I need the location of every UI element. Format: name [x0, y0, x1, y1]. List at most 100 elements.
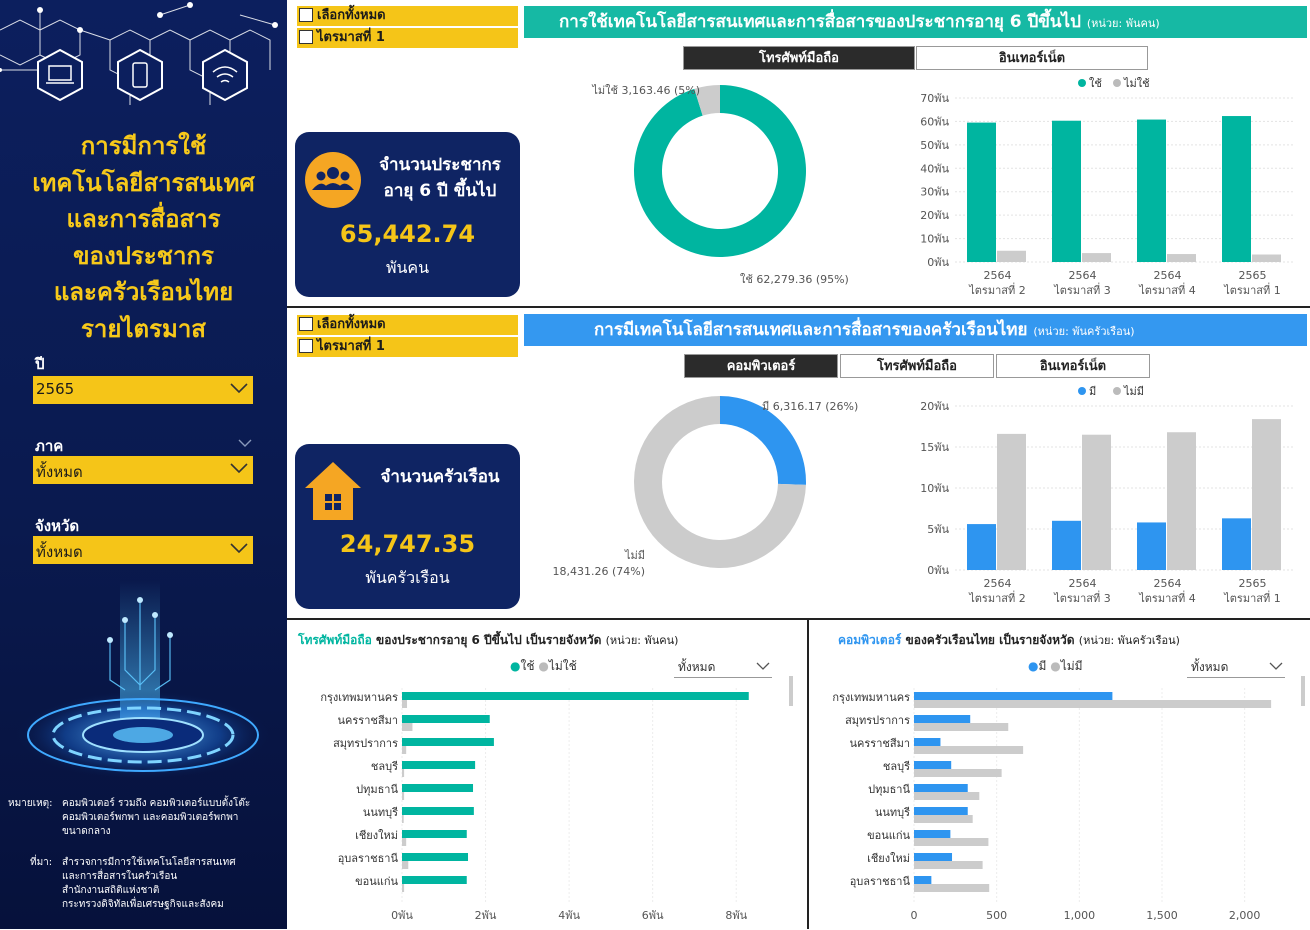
- select-all-checkbox[interactable]: เลือกทั้งหมด: [297, 6, 518, 26]
- computer-province-legend: ●มี ●ไม่มี: [1028, 657, 1083, 676]
- bar: [914, 784, 968, 792]
- computer-province-dropdown[interactable]: ทั้งหมด: [1187, 658, 1285, 678]
- bar: [967, 524, 996, 570]
- year-dropdown[interactable]: 2565: [33, 376, 253, 404]
- kpi-unit: พันครัวเรือน: [365, 568, 450, 587]
- bar: [1082, 434, 1111, 570]
- tab-internet[interactable]: อินเทอร์เน็ต: [916, 46, 1148, 70]
- legend-dot: [1078, 79, 1086, 87]
- x-tick-label: ไตรมาสที่ 2: [968, 282, 1025, 297]
- category-label: นครราชสีมา: [338, 714, 398, 727]
- note-line: คอมพิวเตอร์พกพา และคอมพิวเตอร์พกพา: [62, 812, 239, 823]
- computer-province-chart: 0 500 1,000 1,500 2,000 กรุงเทพมหานครสมุทรปรา…: [832, 688, 1272, 922]
- title-rest: ของครัวเรือนไทย เป็นรายจังหวัด: [905, 633, 1075, 647]
- tab-mobile[interactable]: โทรศัพท์มือถือ: [840, 354, 994, 378]
- x-tick-label: ไตรมาสที่ 4: [1138, 282, 1195, 297]
- mobile-province-legend: ●ใช้ ●ไม่ใช้: [510, 657, 577, 676]
- mobile-province-dropdown[interactable]: ทั้งหมด: [674, 658, 772, 678]
- x-tick-label: 0: [911, 909, 918, 922]
- province-dropdown[interactable]: ทั้งหมด: [33, 536, 253, 564]
- region-value: ทั้งหมด: [36, 463, 83, 481]
- bar: [1252, 254, 1281, 262]
- legend-label: ไม่ใช้: [1123, 77, 1150, 90]
- source-line: และการสื่อสารในครัวเรือน: [62, 871, 178, 882]
- mobile-province-chart: 0พัน 2พัน 4พัน 6พัน 8พัน กรุงเทพมหานครนครราชส…: [320, 688, 749, 922]
- x-tick-label: 0พัน: [391, 909, 413, 922]
- y-tick-label: 15พัน: [920, 441, 949, 454]
- category-label: เชียงใหม่: [355, 829, 398, 842]
- x-tick-label: ไตรมาสที่ 1: [1223, 590, 1280, 605]
- bar: [914, 746, 1024, 754]
- digital-portal-graphic: [13, 580, 273, 780]
- x-tick-label: 6พัน: [642, 909, 664, 922]
- bar: [402, 792, 405, 800]
- kpi-value: 65,442.74: [339, 220, 476, 248]
- tab-mobile[interactable]: โทรศัพท์มือถือ: [683, 46, 915, 70]
- bar: [914, 884, 990, 892]
- checkbox-box: [299, 339, 313, 353]
- bar: [1222, 518, 1251, 570]
- category-label: สมุทรปราการ: [333, 737, 398, 750]
- scrollbar[interactable]: [789, 676, 793, 706]
- category-label: ชลบุรี: [883, 760, 910, 773]
- bar: [1167, 254, 1196, 262]
- bar: [402, 769, 405, 777]
- source-line: สำรวจการมีการใช้เทคโนโลยีสารสนเทศ: [62, 857, 236, 868]
- title-line: และการสื่อสาร: [66, 205, 221, 233]
- y-tick-label: 40พัน: [920, 162, 949, 175]
- title-accent: โทรศัพท์มือถือ: [298, 633, 372, 647]
- donut-slice: [634, 85, 806, 257]
- select-all-checkbox[interactable]: เลือกทั้งหมด: [297, 315, 518, 335]
- chevron-down-icon: [230, 383, 248, 394]
- x-tick-label: 2,000: [1229, 909, 1261, 922]
- note-line: คอมพิวเตอร์ รวมถึง คอมพิวเตอร์แบบตั้งโต๊…: [62, 798, 251, 809]
- bar: [402, 830, 467, 838]
- title-line: และครัวเรือนไทย: [53, 278, 234, 306]
- legend-dot: ●: [510, 659, 521, 673]
- banner-unit: (หน่วย: พันคน): [1086, 17, 1160, 30]
- quarter-checkbox[interactable]: ไตรมาสที่ 1: [297, 28, 518, 48]
- bar: [914, 761, 952, 769]
- kpi-caption-line: อายุ 6 ปี ขึ้นไป: [383, 181, 497, 201]
- y-tick-label: 70พัน: [920, 92, 949, 105]
- household-banner: การมีเทคโนโลยีสารสนเทศและการสื่อสารของคร…: [524, 314, 1307, 346]
- checkbox-label: เลือกทั้งหมด: [317, 8, 386, 23]
- legend-dot: ●: [1050, 659, 1061, 673]
- x-tick-label: 4พัน: [558, 909, 580, 922]
- checkbox-box: [299, 8, 313, 22]
- donut-slice: [634, 396, 806, 568]
- category-label: นนทบุรี: [875, 806, 910, 819]
- quarter-checkbox[interactable]: ไตรมาสที่ 1: [297, 337, 518, 357]
- category-label: นครราชสีมา: [850, 737, 910, 750]
- donut-label: ไม่มี: [624, 549, 645, 562]
- house-icon: [305, 462, 361, 520]
- population-kpi-card: จำนวนประชากร อายุ 6 ปี ขึ้นไป 65,442.74 …: [295, 132, 520, 297]
- tab-internet[interactable]: อินเทอร์เน็ต: [996, 354, 1150, 378]
- x-tick-label: ไตรมาสที่ 1: [1223, 282, 1280, 297]
- x-tick-label: 500: [986, 909, 1007, 922]
- y-tick-label: 10พัน: [920, 233, 949, 246]
- checkbox-label: ไตรมาสที่ 1: [317, 30, 385, 45]
- bar: [914, 876, 932, 884]
- province-value: ทั้งหมด: [36, 543, 83, 561]
- bar: [1052, 520, 1081, 570]
- tab-computer[interactable]: คอมพิวเตอร์: [684, 354, 838, 378]
- x-tick-label: 2564: [1154, 269, 1182, 282]
- scrollbar[interactable]: [1301, 676, 1305, 706]
- x-tick-label: ไตรมาสที่ 2: [968, 590, 1025, 605]
- x-tick-label: 2564: [1069, 577, 1097, 590]
- bar: [402, 784, 474, 792]
- sidebar-title: การมีการใช้ เทคโนโลยีสารสนเทศ และการสื่อ…: [0, 128, 287, 347]
- category-label: กรุงเทพมหานคร: [832, 691, 910, 704]
- donut-slice: [720, 396, 806, 485]
- sidebar: การมีการใช้ เทคโนโลยีสารสนเทศ และการสื่อ…: [0, 0, 287, 929]
- source-line: สำนักงานสถิติแห่งชาติ: [62, 885, 160, 896]
- checkbox-label: ไตรมาสที่ 1: [317, 339, 385, 354]
- category-label: กรุงเทพมหานคร: [320, 691, 398, 704]
- region-dropdown[interactable]: ทั้งหมด: [33, 456, 253, 484]
- legend-label: มี: [1038, 659, 1047, 673]
- legend-dot: ●: [1028, 659, 1039, 673]
- category-label: ปทุมธานี: [868, 783, 910, 796]
- note-text: คอมพิวเตอร์ รวมถึง คอมพิวเตอร์แบบตั้งโต๊…: [62, 797, 250, 839]
- bar: [402, 746, 407, 754]
